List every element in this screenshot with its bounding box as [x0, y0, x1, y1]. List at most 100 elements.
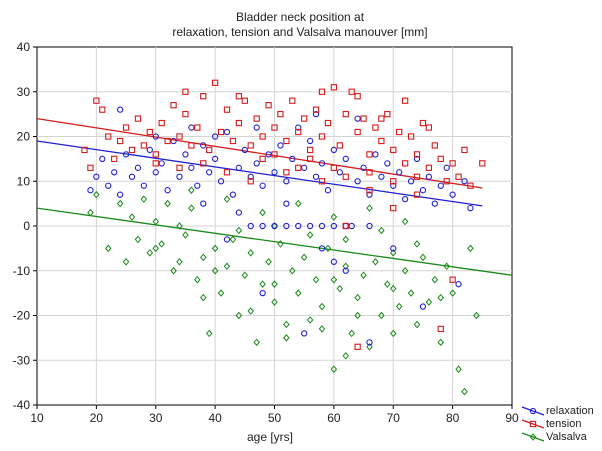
point-relaxation — [324, 187, 332, 194]
chart-title: Bladder neck position at — [236, 10, 365, 24]
point-relaxation — [265, 151, 272, 158]
point-relaxation — [301, 164, 308, 171]
point-relaxation — [283, 200, 290, 207]
point-valsalva — [318, 302, 326, 311]
legend-line-tension — [521, 419, 545, 429]
point-relaxation — [283, 178, 290, 185]
point-valsalva — [265, 258, 272, 266]
data-points — [81, 79, 486, 396]
point-tension — [188, 142, 195, 149]
point-tension — [152, 160, 159, 167]
point-relaxation — [194, 182, 201, 189]
point-valsalva — [259, 208, 266, 217]
point-relaxation — [93, 173, 100, 180]
point-relaxation — [259, 222, 266, 230]
point-valsalva — [170, 266, 177, 275]
point-valsalva — [342, 235, 350, 244]
point-relaxation — [366, 222, 373, 230]
point-relaxation — [330, 146, 338, 154]
point-relaxation — [253, 124, 260, 131]
point-valsalva — [235, 311, 243, 320]
point-tension — [235, 93, 243, 100]
point-valsalva — [158, 240, 165, 248]
point-relaxation — [312, 173, 320, 180]
point-valsalva — [354, 311, 361, 320]
point-valsalva — [87, 208, 94, 217]
point-relaxation — [128, 173, 136, 180]
point-tension — [259, 155, 266, 163]
x-tick-label: 20 — [90, 411, 104, 425]
point-tension — [93, 97, 100, 104]
point-relaxation — [455, 281, 462, 288]
point-relaxation — [354, 178, 361, 185]
point-tension — [354, 343, 361, 350]
point-valsalva — [473, 311, 480, 320]
point-tension — [330, 84, 338, 91]
y-tick-label: 0 — [23, 219, 30, 233]
point-valsalva — [235, 226, 243, 235]
point-valsalva — [401, 266, 409, 275]
point-relaxation — [419, 187, 427, 194]
point-relaxation — [158, 160, 165, 167]
point-valsalva — [271, 298, 278, 306]
point-relaxation — [289, 155, 296, 163]
point-tension — [81, 146, 88, 154]
y-tick-label: -10 — [13, 264, 31, 278]
point-relaxation — [342, 155, 349, 163]
point-relaxation — [318, 222, 326, 230]
point-relaxation — [431, 200, 438, 207]
point-relaxation — [140, 182, 148, 189]
point-relaxation — [99, 155, 106, 163]
point-valsalva — [259, 280, 266, 288]
point-relaxation — [384, 160, 391, 167]
point-valsalva — [294, 199, 302, 208]
point-relaxation — [330, 258, 338, 265]
point-tension — [105, 133, 112, 140]
point-valsalva — [199, 253, 207, 262]
point-tension — [253, 115, 260, 122]
point-tension — [336, 142, 343, 149]
point-tension — [283, 169, 290, 176]
point-tension — [229, 137, 237, 145]
point-tension — [413, 151, 421, 158]
point-tension — [277, 110, 284, 118]
point-relaxation — [318, 245, 326, 252]
point-relaxation — [372, 151, 379, 158]
point-valsalva — [389, 249, 397, 257]
point-tension — [217, 128, 225, 136]
point-tension — [330, 164, 338, 171]
y-tick-label: -40 — [13, 398, 31, 412]
point-tension — [301, 115, 308, 122]
point-relaxation — [295, 222, 302, 230]
point-relaxation — [259, 289, 266, 297]
point-relaxation — [122, 151, 130, 158]
point-tension — [449, 276, 456, 283]
point-tension — [431, 142, 438, 149]
point-relaxation — [277, 142, 284, 149]
point-relaxation — [105, 182, 112, 189]
point-tension — [407, 133, 415, 140]
point-tension — [289, 97, 296, 104]
point-valsalva — [366, 343, 373, 351]
point-relaxation — [111, 169, 118, 176]
point-valsalva — [116, 199, 124, 208]
point-tension — [425, 124, 433, 131]
y-tick-label: -20 — [13, 309, 31, 323]
point-relaxation — [247, 173, 254, 180]
point-relaxation — [235, 164, 243, 171]
point-valsalva — [247, 249, 255, 257]
point-relaxation — [318, 160, 326, 167]
point-tension — [461, 146, 468, 154]
point-relaxation — [217, 178, 225, 185]
point-relaxation — [116, 191, 124, 198]
point-tension — [235, 119, 243, 127]
point-tension — [241, 97, 248, 104]
point-valsalva — [247, 307, 255, 315]
point-relaxation — [366, 191, 373, 198]
point-relaxation — [206, 169, 213, 176]
point-tension — [354, 93, 361, 100]
point-tension — [455, 173, 462, 180]
point-tension — [223, 169, 231, 176]
x-tick-label: 60 — [327, 411, 341, 425]
